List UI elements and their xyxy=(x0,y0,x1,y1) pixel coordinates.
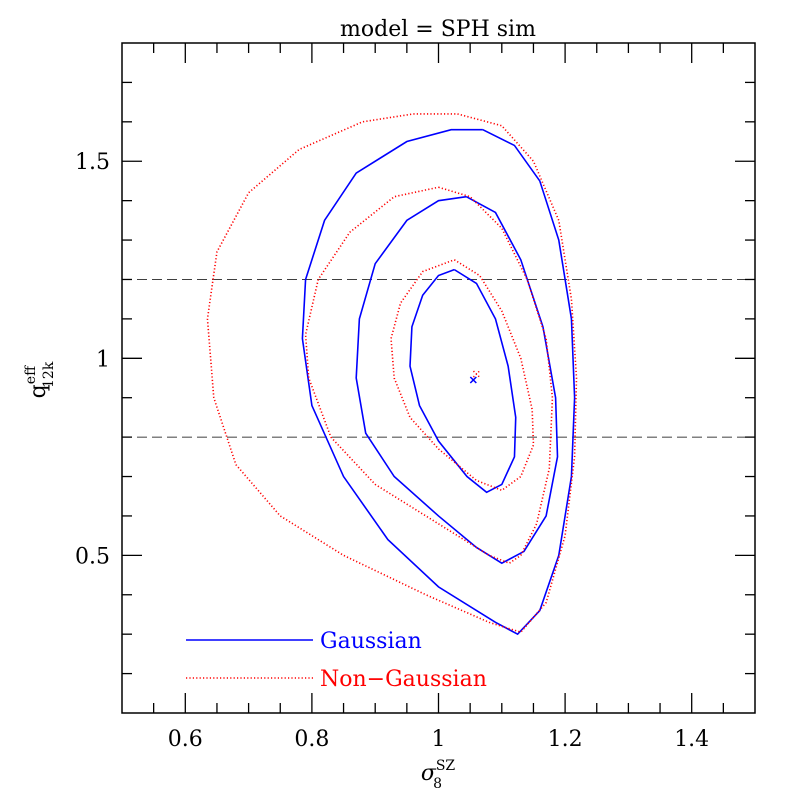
y-tick-label: 0.5 xyxy=(75,544,110,569)
legend-label: Non−Gaussian xyxy=(320,667,487,692)
contour xyxy=(301,128,576,636)
y-tick-label: 1.5 xyxy=(75,150,110,175)
contour xyxy=(409,268,517,494)
x-tick-label: 1.4 xyxy=(674,727,709,752)
y-axis-label: qeff 12k xyxy=(23,361,57,398)
x-tick-label: 1.2 xyxy=(548,727,583,752)
y-tick-label: 1 xyxy=(96,347,110,372)
x-label-sup: SZ xyxy=(436,758,456,774)
x-label-base: σ xyxy=(421,761,437,786)
best-fit-marker xyxy=(469,376,477,384)
legend-label: Gaussian xyxy=(320,629,422,654)
y-label-sup: eff xyxy=(23,365,39,384)
y-label-base: q xyxy=(26,384,51,398)
plot-frame xyxy=(121,42,756,714)
x-tick-label: 1 xyxy=(432,727,446,752)
y-label-sub: 12k xyxy=(41,361,57,388)
x-axis-label: σSZ 8 xyxy=(421,758,456,792)
chart-title: model = SPH sim xyxy=(340,17,536,42)
x-tick-label: 0.6 xyxy=(168,727,203,752)
best-fit-marker xyxy=(472,370,481,378)
x-tick-label: 0.8 xyxy=(294,727,329,752)
contour xyxy=(206,113,578,634)
x-label-sub: 8 xyxy=(433,776,442,792)
